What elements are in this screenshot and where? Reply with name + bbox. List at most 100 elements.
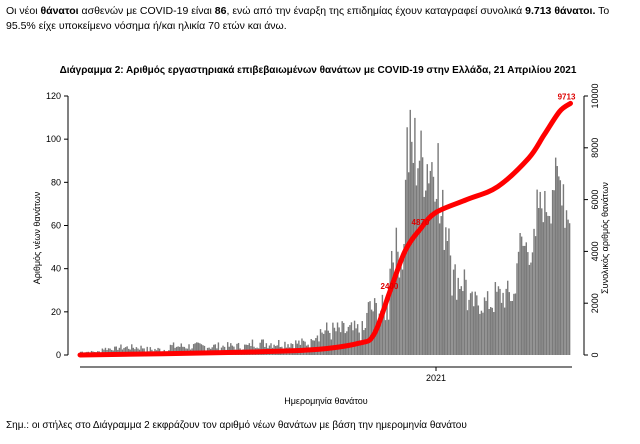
bar bbox=[525, 242, 527, 355]
intro-bold-total: 9.713 θάνατοι. bbox=[525, 5, 596, 17]
bar bbox=[386, 304, 388, 355]
cumulative-labels: 2400 4870 9713 bbox=[381, 92, 576, 290]
bar bbox=[387, 319, 390, 355]
intro-bold-deaths: θάνατοι bbox=[40, 5, 79, 17]
bar bbox=[401, 269, 404, 355]
bar bbox=[383, 304, 385, 355]
bar bbox=[199, 343, 201, 355]
bar bbox=[507, 280, 509, 355]
bar bbox=[347, 326, 350, 355]
bar bbox=[392, 262, 394, 355]
intro-text-1: Οι νέοι bbox=[6, 5, 41, 17]
bar bbox=[462, 291, 464, 355]
bar bbox=[463, 269, 466, 355]
bar bbox=[367, 302, 370, 355]
bar bbox=[214, 344, 217, 355]
bar bbox=[124, 347, 127, 355]
bar bbox=[171, 345, 173, 355]
bar bbox=[389, 268, 391, 355]
bar bbox=[315, 338, 317, 355]
y-tick-label: 120 bbox=[46, 91, 61, 101]
intro-text-2: ασθενών με COVID-19 είναι bbox=[78, 5, 215, 17]
bar bbox=[146, 346, 148, 355]
bar bbox=[544, 190, 546, 355]
bar bbox=[448, 228, 450, 355]
bar bbox=[380, 310, 382, 355]
bar bbox=[360, 340, 362, 355]
bar bbox=[568, 223, 571, 355]
bar bbox=[420, 130, 422, 355]
bar bbox=[466, 310, 469, 355]
bar bbox=[531, 252, 534, 355]
bar bbox=[236, 343, 238, 355]
bar bbox=[131, 344, 133, 355]
bar bbox=[408, 172, 410, 355]
bar bbox=[259, 342, 261, 355]
bar bbox=[472, 306, 475, 355]
bar bbox=[418, 160, 421, 355]
intro-text-3: , ενώ από την έναρξη της επιδημίας έχουν… bbox=[226, 5, 526, 17]
bar bbox=[431, 162, 433, 355]
bar bbox=[457, 277, 459, 355]
bar bbox=[426, 164, 428, 355]
bar bbox=[333, 327, 336, 355]
bar bbox=[192, 344, 195, 355]
bar bbox=[559, 180, 562, 355]
bar bbox=[397, 251, 399, 355]
y2-tick-label: 10000 bbox=[590, 83, 600, 108]
bar bbox=[409, 109, 411, 355]
bar bbox=[494, 282, 497, 355]
bar bbox=[556, 166, 558, 355]
footnote: Σημ.: οι στήλες στο Διάγραμμα 2 εκφράζου… bbox=[6, 420, 467, 431]
bar bbox=[425, 190, 427, 355]
bar bbox=[460, 286, 463, 355]
bar bbox=[395, 227, 398, 355]
bar bbox=[562, 184, 565, 355]
bar bbox=[527, 252, 529, 355]
bar bbox=[180, 343, 182, 355]
bar bbox=[261, 339, 263, 355]
bar bbox=[403, 243, 405, 355]
bar bbox=[479, 313, 481, 355]
bar bbox=[196, 342, 198, 355]
bar bbox=[349, 325, 351, 355]
bar bbox=[213, 344, 215, 355]
bar bbox=[488, 309, 490, 355]
bar bbox=[500, 302, 503, 355]
cumulative-label: 2400 bbox=[381, 282, 399, 291]
bar bbox=[508, 292, 510, 355]
bar bbox=[554, 157, 557, 355]
bar bbox=[514, 293, 517, 355]
bar bbox=[548, 216, 551, 355]
bar bbox=[369, 301, 371, 355]
x-tick-label: 2021 bbox=[426, 373, 446, 383]
bar bbox=[454, 264, 456, 355]
bar bbox=[442, 189, 444, 355]
bar bbox=[120, 344, 122, 355]
bar bbox=[188, 344, 190, 355]
bar bbox=[217, 342, 220, 355]
bar bbox=[327, 330, 329, 355]
bar bbox=[411, 141, 413, 355]
bar bbox=[197, 342, 199, 355]
bar bbox=[445, 227, 447, 355]
bar bbox=[326, 322, 328, 355]
bar bbox=[558, 176, 560, 355]
bar bbox=[516, 263, 518, 355]
bar bbox=[126, 346, 128, 355]
bar bbox=[455, 299, 458, 355]
bar bbox=[338, 327, 340, 355]
bar bbox=[536, 189, 538, 355]
bar bbox=[284, 341, 286, 355]
bar bbox=[469, 293, 472, 355]
bar bbox=[378, 313, 381, 355]
bar bbox=[321, 332, 323, 355]
bar bbox=[497, 286, 500, 355]
y2-tick-label: 2000 bbox=[590, 293, 600, 313]
bar bbox=[278, 339, 280, 355]
bar bbox=[465, 279, 467, 355]
bar bbox=[202, 345, 204, 355]
bar bbox=[237, 342, 240, 355]
axes-group: 0 20 40 60 80 100 120 0 2000 4000 6000 8000 10000 202… bbox=[46, 83, 600, 383]
bar bbox=[551, 190, 554, 355]
